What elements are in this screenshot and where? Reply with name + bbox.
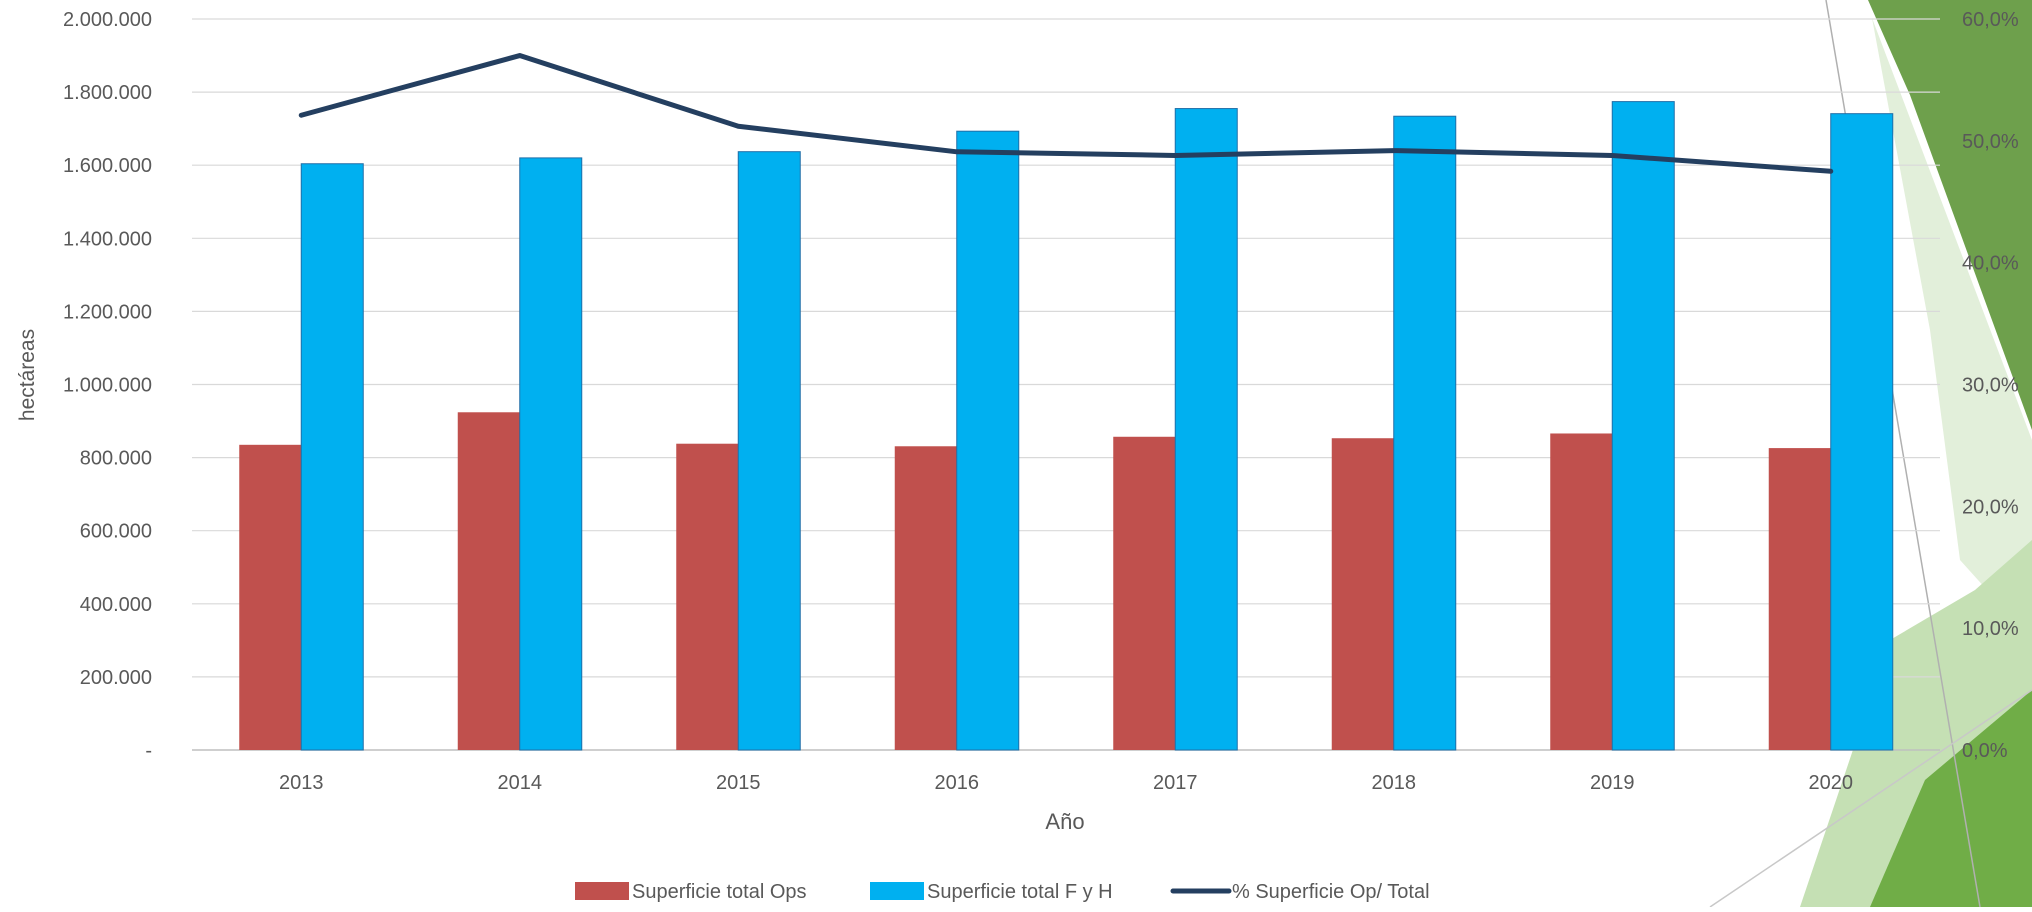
legend: Superficie total Ops Superficie total F y… — [575, 881, 1430, 903]
y-tick-label: 1.000.000 — [63, 375, 152, 397]
y2-tick-label: 60,0% — [1962, 9, 2019, 31]
x-tick-label: 2016 — [935, 772, 980, 794]
x-tick-label: 2018 — [1372, 772, 1417, 794]
y2-tick-label: 0,0% — [1962, 740, 2008, 762]
y-axis-ticks: - 200.000 400.000 600.000 800.000 1.000.000 1.… — [63, 9, 152, 762]
y2-tick-label: 20,0% — [1962, 496, 2019, 518]
x-tick-label: 2014 — [498, 772, 543, 794]
y-tick-label: 600.000 — [80, 521, 152, 543]
legend-label: % Superficie Op/ Total — [1232, 881, 1430, 903]
bar-fyh-2019 — [1611, 101, 1675, 751]
y-tick-label: 1.800.000 — [63, 82, 152, 104]
bar-fyh-2018 — [1393, 115, 1457, 751]
line-series — [298, 53, 1834, 174]
decor-shape-mid — [1870, 690, 2032, 907]
x-tick-label: 2017 — [1153, 772, 1198, 794]
x-tick-label: 2015 — [716, 772, 761, 794]
y-tick-label: 400.000 — [80, 594, 152, 616]
x-tick-label: 2013 — [279, 772, 324, 794]
bar-fyh-2015 — [737, 151, 801, 751]
decor-shape-pale — [1872, 18, 2032, 640]
x-axis-label: Año — [1045, 809, 1084, 834]
y-tick-label: 200.000 — [80, 667, 152, 689]
line-pct-op-total — [298, 53, 1834, 174]
y2-tick-label: 50,0% — [1962, 131, 2019, 153]
x-tick-label: 2020 — [1809, 772, 1854, 794]
bar-fyh-2017 — [1174, 108, 1238, 751]
bar-ops-2015 — [676, 443, 739, 750]
y-axis-label: hectáreas — [16, 329, 39, 421]
bar-ops-2019 — [1550, 433, 1613, 750]
y-tick-label: 1.200.000 — [63, 301, 152, 323]
y2-tick-label: 30,0% — [1962, 375, 2019, 397]
legend-swatch — [575, 882, 629, 900]
legend-label: Superficie total Ops — [632, 881, 807, 903]
legend-label: Superficie total F y H — [927, 881, 1113, 903]
bar-fyh-2013 — [300, 163, 364, 751]
legend-swatch — [870, 882, 924, 900]
bar-fyh-2016 — [956, 130, 1020, 751]
bar-ops-2014 — [457, 412, 520, 750]
x-axis-ticks: 2013 2014 2015 2016 2017 2018 2019 2020 — [279, 772, 1853, 794]
y-tick-label: - — [145, 740, 152, 762]
bar-series — [239, 101, 1894, 751]
y2-tick-label: 40,0% — [1962, 253, 2019, 275]
background-decoration — [1709, 0, 2032, 908]
x-tick-label: 2019 — [1590, 772, 1635, 794]
y-tick-label: 1.400.000 — [63, 228, 152, 250]
y-tick-label: 800.000 — [80, 448, 152, 470]
y-tick-label: 1.600.000 — [63, 155, 152, 177]
bar-ops-2017 — [1113, 436, 1176, 750]
y2-tick-label: 10,0% — [1962, 618, 2019, 640]
bar-fyh-2014 — [519, 157, 583, 751]
y2-axis-ticks: 0,0% 10,0% 20,0% 30,0% 40,0% 50,0% 60,0% — [1962, 9, 2019, 762]
bar-ops-2016 — [894, 446, 957, 750]
bar-ops-2020 — [1768, 448, 1831, 750]
bar-ops-2013 — [239, 444, 302, 750]
decor-line-2 — [1709, 689, 2032, 908]
decor-shape-dark — [1868, 0, 2032, 430]
y-tick-label: 2.000.000 — [63, 9, 152, 31]
bar-fyh-2020 — [1830, 113, 1894, 751]
gridlines — [192, 18, 1940, 751]
bar-ops-2018 — [1331, 438, 1394, 750]
